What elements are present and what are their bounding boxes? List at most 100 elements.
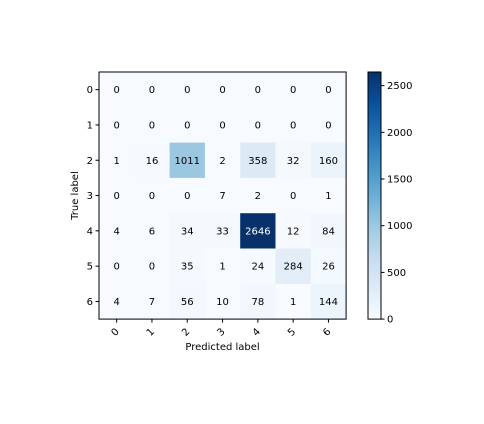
heatmap-cell — [275, 283, 312, 320]
heatmap-cell — [169, 142, 206, 179]
y-tick-label: 4 — [87, 226, 93, 237]
cell-value: 32 — [287, 156, 300, 167]
cell-value: 78 — [251, 297, 264, 308]
x-tick-label: 5 — [286, 326, 298, 338]
heatmap-cell — [204, 283, 241, 320]
cell-value: 1 — [325, 191, 331, 202]
heatmap-cell — [134, 283, 171, 320]
cell-value: 2 — [219, 156, 225, 167]
x-tick-label: 6 — [321, 326, 333, 338]
cell-value: 160 — [319, 156, 338, 167]
cell-value: 10 — [216, 297, 229, 308]
x-tick-label: 2 — [180, 326, 192, 338]
x-tick-label: 0 — [109, 326, 121, 338]
heatmap-cell — [240, 248, 276, 285]
heatmap-cell — [240, 72, 276, 108]
heatmap-cell — [204, 177, 241, 214]
x-tick-label: 4 — [251, 326, 263, 338]
heatmap-cell — [169, 72, 206, 108]
cell-value: 0 — [219, 120, 225, 131]
heatmap-cell — [99, 107, 135, 144]
heatmap-cell — [275, 177, 312, 214]
heatmap-cell — [310, 213, 347, 249]
heatmap-cell — [275, 248, 312, 285]
cell-value: 0 — [325, 120, 331, 131]
colorbar-tick-label: 2500 — [387, 81, 412, 92]
cell-value: 0 — [255, 85, 261, 96]
heatmap-cell — [134, 213, 171, 249]
cell-value: 24 — [251, 262, 264, 273]
colorbar-tick-label: 500 — [387, 268, 406, 279]
heatmap-cell — [240, 213, 276, 249]
y-axis-ticks: 0 1 2 3 4 5 6 — [87, 85, 99, 308]
cell-value: 4 — [113, 297, 119, 308]
heatmap-cell — [134, 107, 171, 144]
cell-value: 0 — [149, 85, 155, 96]
cell-value: 4 — [113, 226, 119, 237]
x-tick-label: 3 — [215, 326, 227, 338]
heatmap-cell — [240, 283, 276, 320]
cell-value: 0 — [184, 85, 190, 96]
cell-value: 284 — [284, 262, 303, 273]
y-axis-label: True label — [70, 171, 81, 221]
heatmap-cell — [169, 248, 206, 285]
cell-value: 1 — [219, 262, 225, 273]
heatmap-cell — [134, 72, 171, 108]
cell-value: 1 — [113, 156, 119, 167]
y-tick-label: 0 — [87, 85, 93, 96]
cell-value: 26 — [322, 262, 335, 273]
cell-value: 34 — [181, 226, 194, 237]
heatmap-cell — [275, 142, 312, 179]
y-tick-label: 3 — [87, 191, 93, 202]
colorbar — [367, 71, 382, 320]
cell-value: 358 — [248, 156, 267, 167]
cell-value: 7 — [149, 297, 155, 308]
cell-value: 12 — [287, 226, 300, 237]
y-tick-label: 1 — [87, 120, 93, 131]
heatmap-cell — [310, 107, 347, 144]
heatmap-cell — [275, 213, 312, 249]
cell-value: 7 — [219, 191, 225, 202]
cell-value: 6 — [149, 226, 155, 237]
cell-value: 0 — [290, 191, 296, 202]
cell-value: 0 — [149, 120, 155, 131]
heatmap-cell — [240, 177, 276, 214]
heatmap-cell — [310, 248, 347, 285]
heatmap-cell — [204, 248, 241, 285]
cell-value: 35 — [181, 262, 194, 273]
cell-value: 0 — [149, 262, 155, 273]
cell-value: 0 — [113, 85, 119, 96]
heatmap-cell — [99, 142, 135, 179]
colorbar-tick-label: 0 — [387, 315, 393, 326]
heatmap-cell — [310, 283, 347, 320]
heatmap-cell — [99, 177, 135, 214]
heatmap-cell — [169, 213, 206, 249]
colorbar-tick-label: 1000 — [387, 221, 412, 232]
colorbar-ticks: 0 500 1000 1500 2000 2500 — [381, 81, 412, 326]
heatmap-cell — [99, 72, 135, 108]
y-tick-label: 2 — [87, 156, 93, 167]
heatmap-cell — [134, 177, 171, 214]
cell-value: 84 — [322, 226, 335, 237]
heatmap-cell — [310, 142, 347, 179]
heatmap-cell — [275, 72, 312, 108]
heatmap-cell — [169, 107, 206, 144]
heatmap-cell — [204, 72, 241, 108]
cell-value: 0 — [149, 191, 155, 202]
x-tick-label: 1 — [145, 326, 157, 338]
heatmap-cell — [310, 177, 347, 214]
heatmap-cell — [134, 142, 171, 179]
cell-value: 2646 — [245, 226, 270, 237]
cell-value: 0 — [184, 120, 190, 131]
cell-value: 1011 — [175, 156, 200, 167]
cell-value: 0 — [184, 191, 190, 202]
heatmap-cell — [99, 248, 135, 285]
heatmap-cell — [169, 177, 206, 214]
heatmap-cell — [134, 248, 171, 285]
cell-value: 0 — [113, 120, 119, 131]
colorbar-tick-label: 2000 — [387, 128, 412, 139]
cell-value: 1 — [290, 297, 296, 308]
cell-value: 0 — [219, 85, 225, 96]
heatmap-cell — [169, 283, 206, 320]
heatmap-cell — [240, 107, 276, 144]
